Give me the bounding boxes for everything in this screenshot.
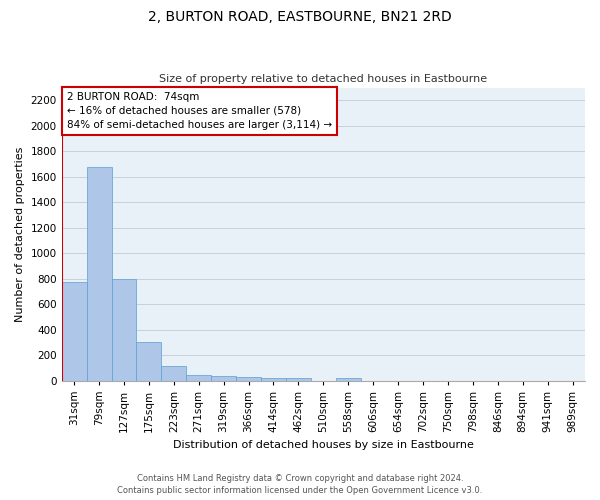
Bar <box>161 366 186 380</box>
Y-axis label: Number of detached properties: Number of detached properties <box>15 146 25 322</box>
Bar <box>211 376 236 380</box>
Bar <box>186 375 211 380</box>
Bar <box>86 166 112 380</box>
Title: Size of property relative to detached houses in Eastbourne: Size of property relative to detached ho… <box>159 74 487 84</box>
Text: 2 BURTON ROAD:  74sqm
← 16% of detached houses are smaller (578)
84% of semi-det: 2 BURTON ROAD: 74sqm ← 16% of detached h… <box>67 92 332 130</box>
Bar <box>261 378 286 380</box>
Text: 2, BURTON ROAD, EASTBOURNE, BN21 2RD: 2, BURTON ROAD, EASTBOURNE, BN21 2RD <box>148 10 452 24</box>
Bar <box>62 282 86 380</box>
Bar <box>236 377 261 380</box>
Text: Contains HM Land Registry data © Crown copyright and database right 2024.
Contai: Contains HM Land Registry data © Crown c… <box>118 474 482 495</box>
Bar <box>136 342 161 380</box>
Bar <box>336 378 361 380</box>
Bar <box>112 278 136 380</box>
Bar <box>286 378 311 380</box>
X-axis label: Distribution of detached houses by size in Eastbourne: Distribution of detached houses by size … <box>173 440 474 450</box>
